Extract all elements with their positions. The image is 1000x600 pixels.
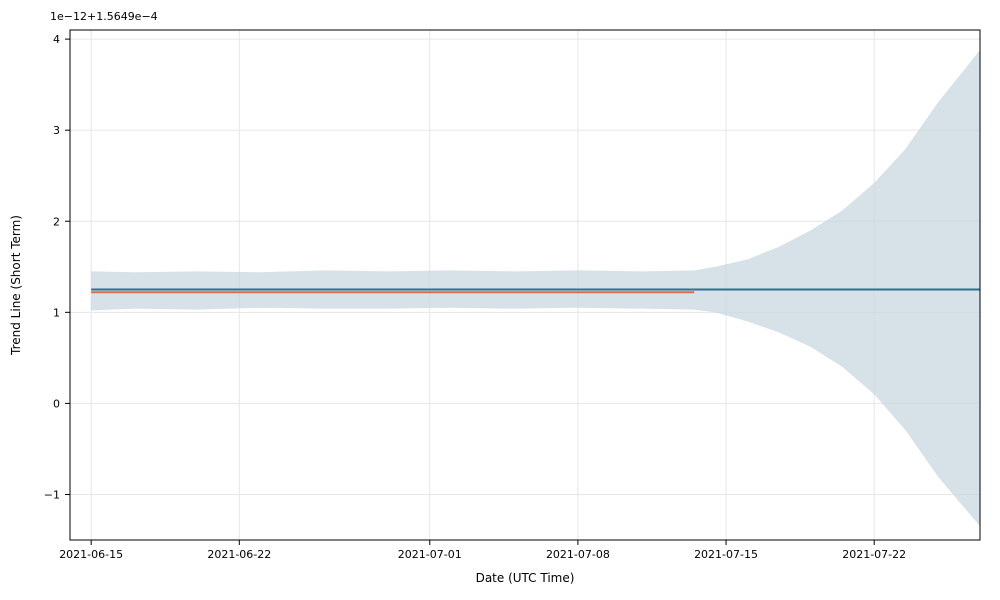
x-tick-label: 2021-07-01: [398, 548, 462, 561]
y-tick-label: 4: [53, 33, 60, 46]
trend-chart: 2021-06-15 2021-06-22 2021-07-01 2021-07-08…: [0, 0, 1000, 600]
y-axis-label: Trend Line (Short Term): [9, 215, 23, 356]
x-tick-label: 2021-07-22: [842, 548, 906, 561]
x-tick-label: 2021-07-15: [694, 548, 758, 561]
y-tick-label: 0: [53, 397, 60, 410]
x-tick-label: 2021-06-22: [207, 548, 271, 561]
chart-svg: 2021-06-15 2021-06-22 2021-07-01 2021-07-08…: [0, 0, 1000, 600]
x-tick-label: 2021-06-15: [59, 548, 123, 561]
y-tick-label: 2: [53, 215, 60, 228]
confidence-band: [91, 50, 980, 526]
y-tick-label: 1: [53, 306, 60, 319]
x-axis-label: Date (UTC Time): [476, 571, 575, 585]
y-tick-label: 3: [53, 124, 60, 137]
y-tick-label: −1: [44, 488, 60, 501]
x-tick-label: 2021-07-08: [546, 548, 610, 561]
y-offset-text: 1e−12+1.5649e−4: [50, 10, 158, 23]
